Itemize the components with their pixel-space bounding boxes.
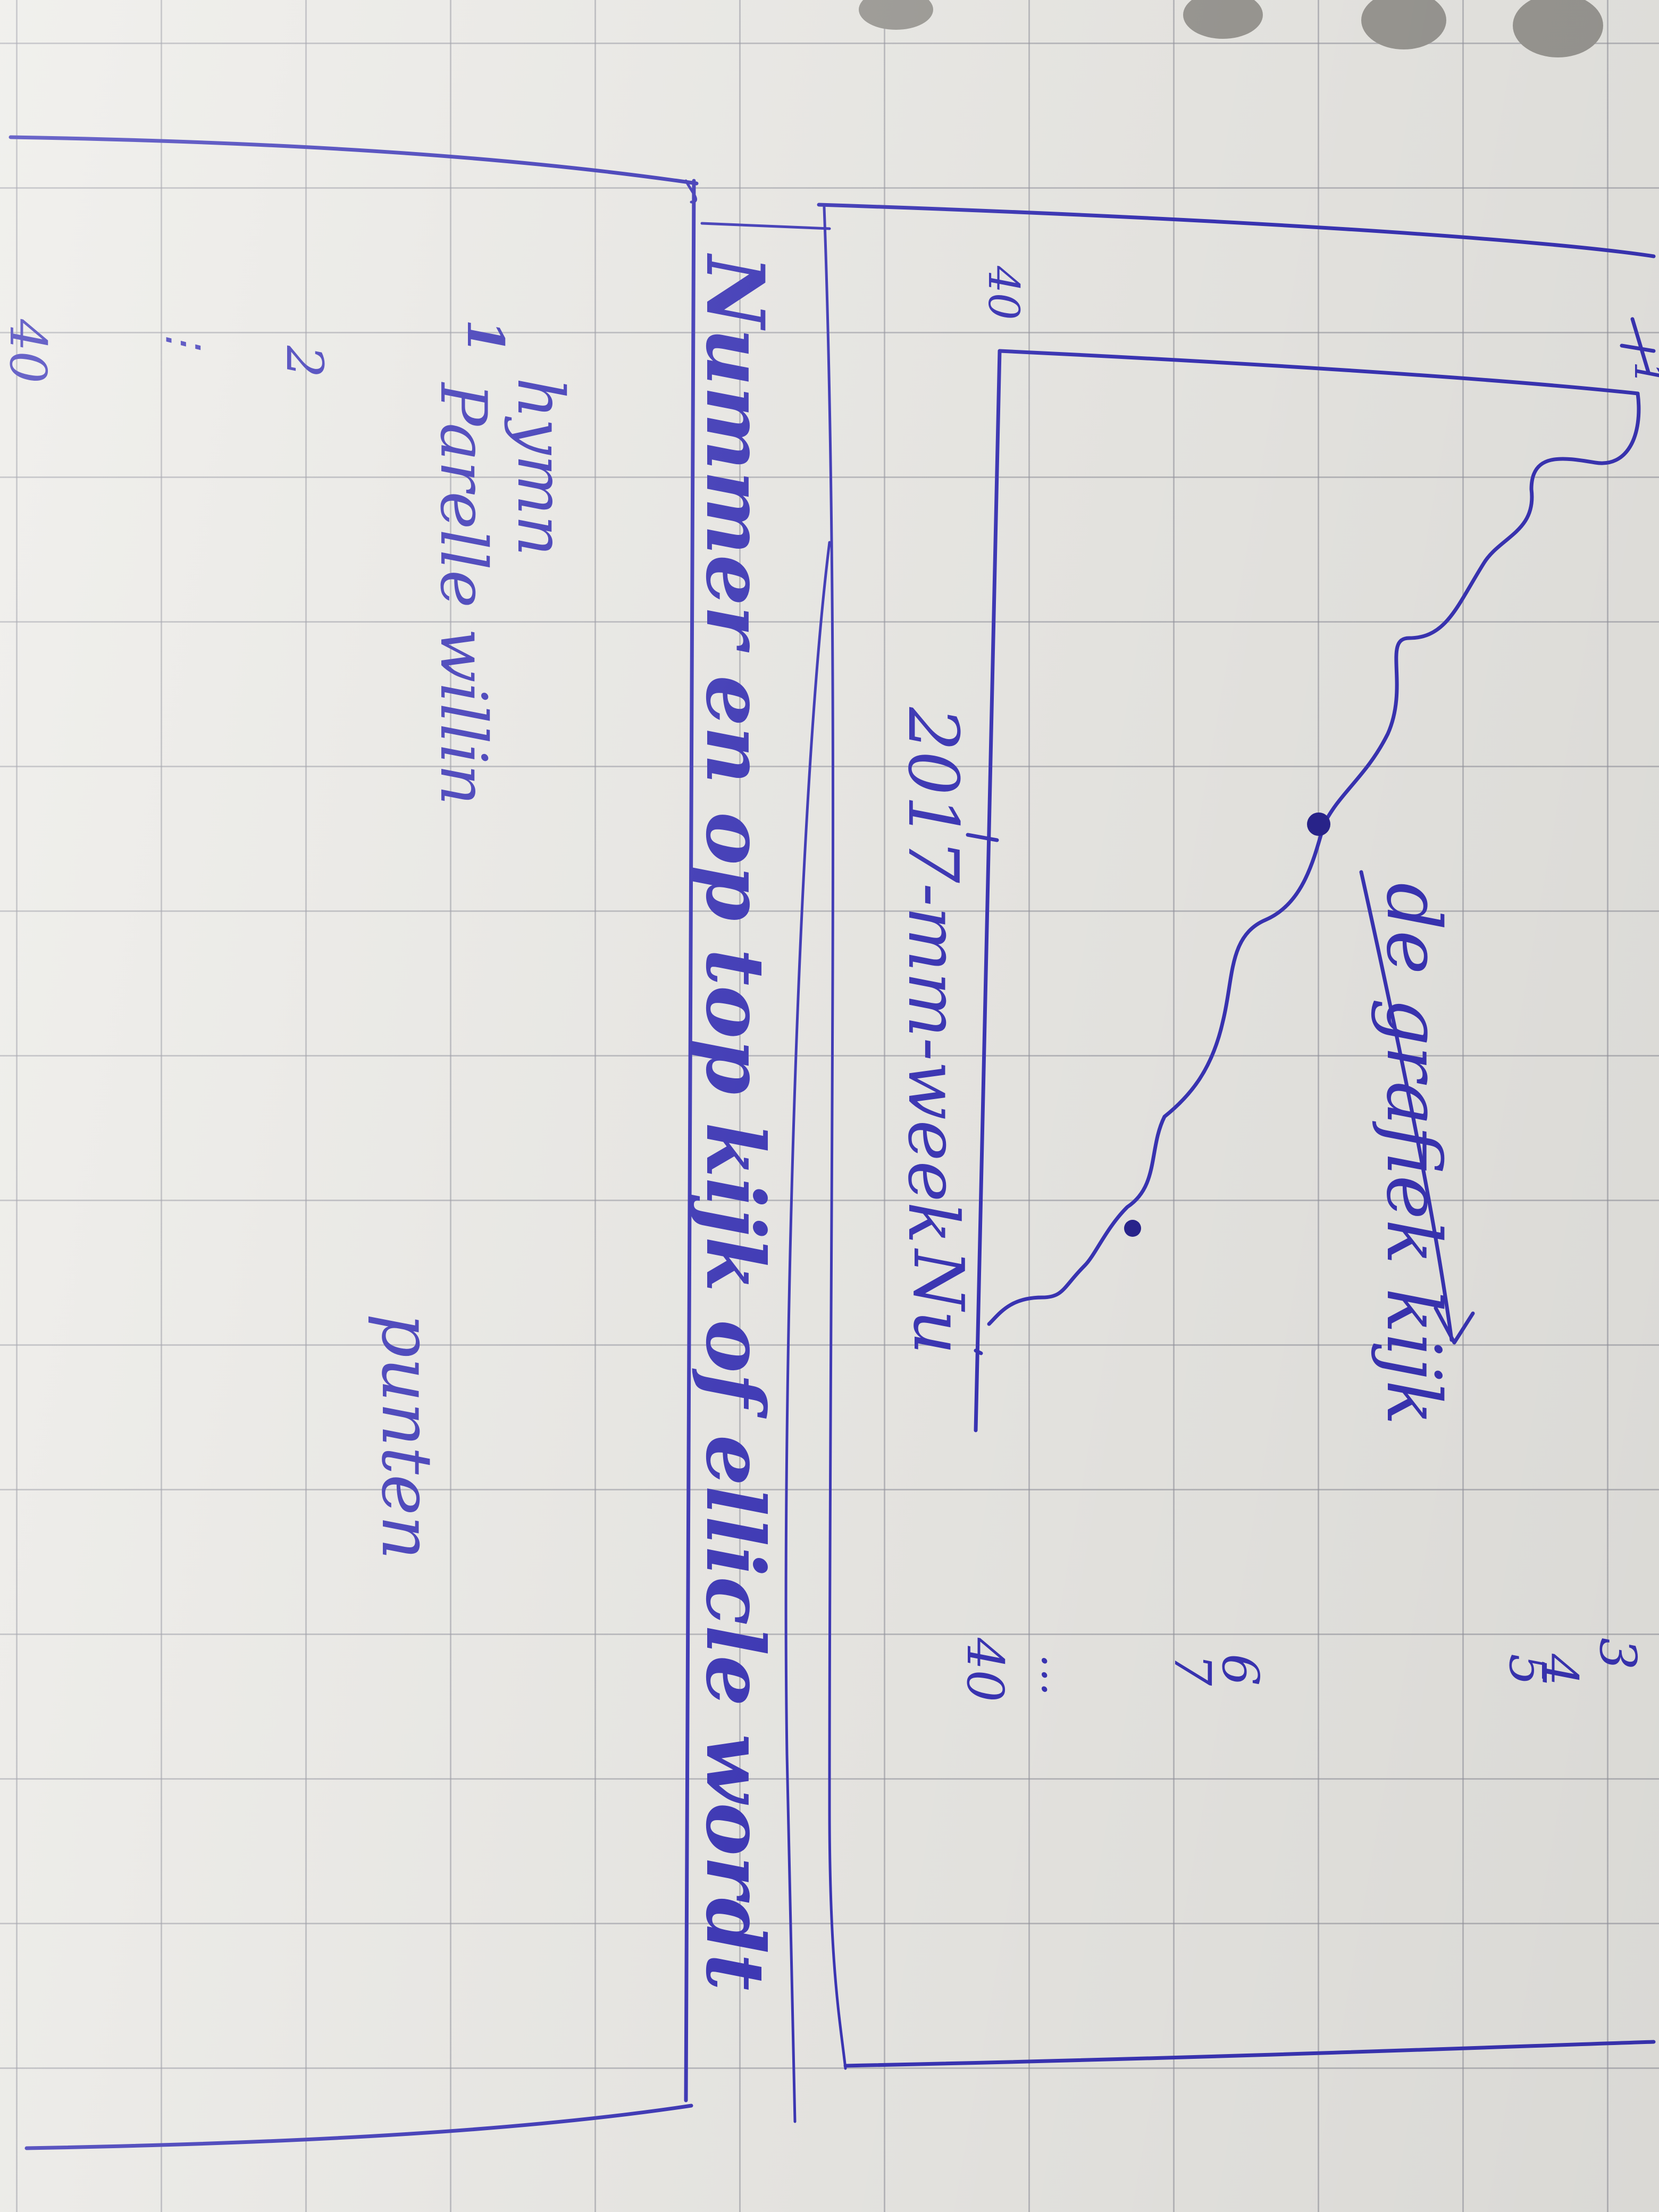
outer-frame-bottom-line: [24, 2104, 693, 2150]
rank-40: 40: [0, 319, 57, 383]
row-label-1-line2: Parelle willin: [426, 382, 500, 806]
banner-inner-line: [700, 222, 831, 230]
chart-x-axis: [998, 349, 1640, 396]
chart-y-axis: [974, 349, 1002, 1432]
chart-marker-2: [1124, 1220, 1141, 1237]
notebook-spiral-holes: [859, 0, 1603, 57]
outer-frame-left-edge: [684, 179, 696, 2102]
handwritten-labels: 1 40 2017-mm-week Nu de grafiek kijk Num…: [0, 253, 1659, 1990]
number-40-upper: 40: [979, 265, 1028, 320]
label-chronological: 2017-mm-week: [893, 707, 974, 1244]
right-number-4: 4: [1530, 1653, 1588, 1686]
label-nu: Nu: [898, 1248, 979, 1354]
chart-panel-bottom-line: [843, 2040, 1656, 2068]
rank-1: 1: [456, 319, 515, 354]
y-axis-tick: [966, 833, 999, 842]
y-axis-bottom-tick: [974, 1348, 983, 1355]
right-dots: …: [1032, 1654, 1082, 1696]
right-number-3: 3: [1588, 1638, 1647, 1670]
grafiek-arrow: [1359, 870, 1475, 1345]
top-pin-mark: [1620, 317, 1656, 374]
chart-panel-top-line: [817, 203, 1656, 258]
rank-dots: ⋮: [160, 319, 210, 362]
rank-2: 2: [275, 345, 333, 378]
chart-line: [987, 391, 1641, 1326]
number-top: 1: [1626, 362, 1659, 386]
right-number-7: 7: [1163, 1654, 1221, 1686]
label-grafiek: de grafiek kijk: [1370, 883, 1456, 1425]
chart-marker-1: [1307, 812, 1330, 836]
right-number-5: 5: [1498, 1654, 1556, 1686]
right-number-6: 6: [1211, 1654, 1269, 1686]
right-40: 40: [956, 1637, 1014, 1702]
outer-frame-top-line: [9, 135, 699, 186]
banner-outline: [684, 179, 847, 2123]
banner-text: Nummer en op top kijk of ellicle wordt: [688, 253, 782, 1990]
label-punten: punten: [366, 1313, 447, 1560]
row-label-1-line1: hymn: [503, 378, 577, 556]
